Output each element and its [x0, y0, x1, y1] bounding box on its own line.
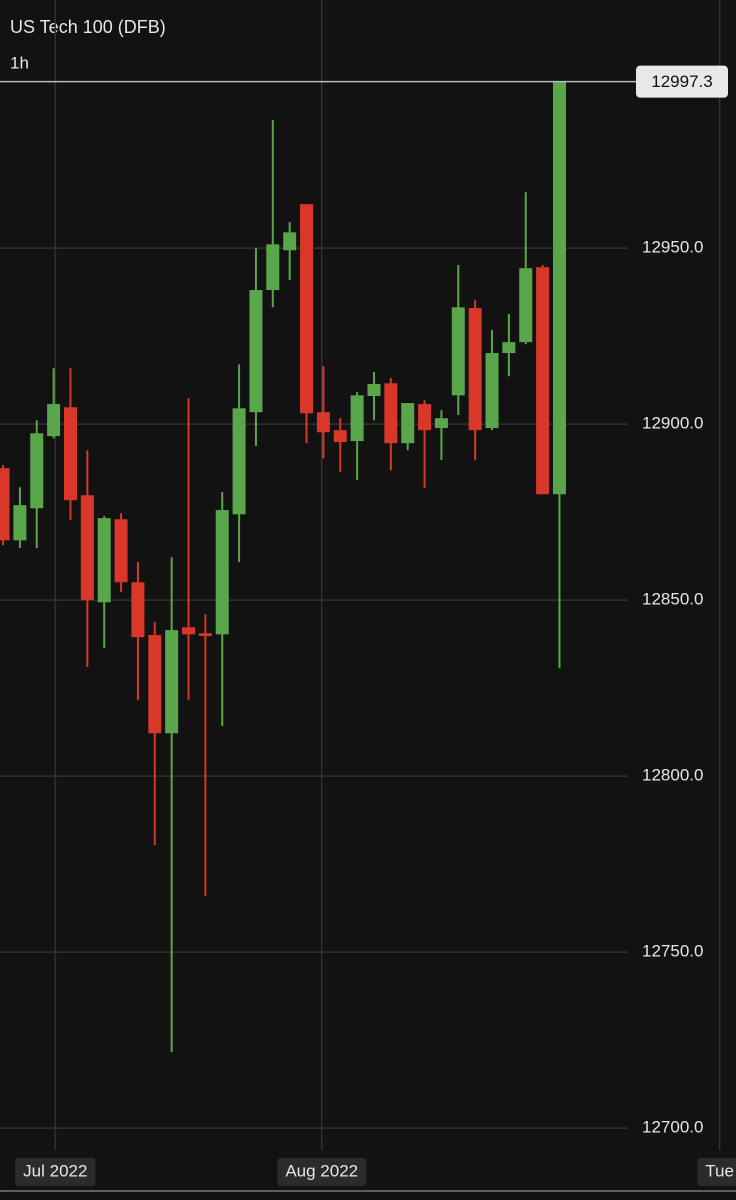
x-tick-label: Jul 2022: [23, 1161, 87, 1180]
grid: [0, 0, 721, 1150]
candle-body: [63, 407, 77, 501]
interval-label: 1h: [10, 53, 29, 72]
y-tick-label: 12900.0: [642, 414, 703, 433]
overlay: 12997.3: [0, 65, 728, 98]
chart-title: US Tech 100 (DFB): [10, 17, 166, 37]
candle-body: [451, 307, 465, 396]
candle-body: [485, 353, 499, 429]
candle-body: [13, 505, 27, 541]
candle-body: [350, 395, 364, 442]
y-tick-label: 12950.0: [642, 238, 703, 257]
x-tick-box: [15, 1158, 96, 1186]
candle-body: [131, 582, 145, 638]
candle-body: [47, 404, 61, 437]
candle-body: [215, 510, 229, 635]
last-price-label: 12997.3: [651, 72, 712, 91]
candle-body: [418, 404, 432, 431]
candle-body: [384, 383, 398, 444]
candle-body: [249, 290, 263, 413]
x-tick-box: [277, 1158, 367, 1186]
candle-body: [502, 342, 516, 354]
candle-body: [165, 630, 179, 734]
x-tick-box: [697, 1158, 736, 1186]
candle-body: [519, 268, 533, 343]
candle-body: [333, 430, 347, 443]
x-tick-label: Tue: [705, 1161, 734, 1180]
axes: 12700.0 12750.0 12800.0 12850.0 12900.0 12950…: [0, 238, 736, 1192]
candle-body: [182, 627, 196, 635]
y-tick-label: 12750.0: [642, 942, 703, 961]
y-tick-label: 12700.0: [642, 1118, 703, 1137]
candle-body: [316, 412, 330, 433]
candle-body: [97, 518, 111, 603]
candle-body: [148, 635, 162, 734]
x-tick-label: Aug 2022: [285, 1161, 358, 1180]
candle-body: [30, 433, 44, 509]
y-tick-label: 12850.0: [642, 590, 703, 609]
candle-body: [114, 519, 128, 583]
candle-body: [401, 403, 415, 444]
candle-body: [0, 468, 10, 541]
last-price-box: [636, 65, 728, 98]
candle-body: [232, 408, 246, 515]
candle-body: [434, 418, 448, 429]
candle-body: [536, 267, 550, 495]
candle-body: [283, 232, 297, 251]
candle-body: [552, 81, 566, 495]
candle-body: [300, 204, 314, 414]
candle-body: [198, 633, 212, 637]
candle-body: [266, 244, 280, 291]
candle-body: [468, 308, 482, 431]
candle-body: [367, 384, 381, 397]
candle-body: [80, 495, 94, 601]
y-tick-label: 12800.0: [642, 766, 703, 785]
candles: [0, 81, 566, 1053]
